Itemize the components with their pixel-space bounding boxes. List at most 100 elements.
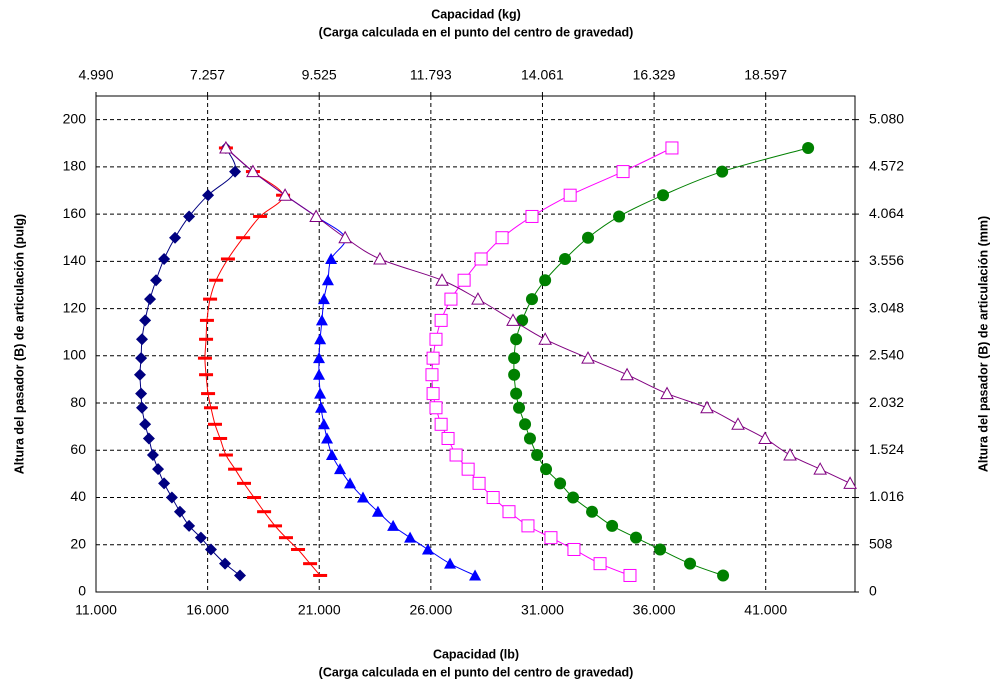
x-tick-label: 36.000: [633, 602, 676, 618]
point: [139, 314, 152, 327]
point: [531, 449, 544, 462]
point: [325, 252, 338, 264]
point: [229, 165, 242, 178]
point: [371, 505, 384, 517]
point: [317, 293, 330, 305]
point: [315, 314, 328, 326]
point: [219, 140, 233, 154]
y2-axis-title: Altura del pasador (B) de articulación (…: [976, 216, 990, 472]
point: [246, 164, 260, 178]
point: [314, 387, 327, 399]
point: [429, 332, 443, 346]
point: [253, 214, 268, 218]
point: [139, 418, 152, 431]
point: [199, 318, 214, 322]
y-tick-label: 80: [70, 394, 86, 410]
point: [303, 562, 318, 566]
point: [150, 274, 163, 287]
point: [220, 257, 235, 261]
point: [813, 462, 828, 475]
point: [315, 401, 328, 413]
point: [519, 418, 532, 431]
point: [218, 453, 233, 457]
point: [425, 368, 439, 382]
point: [582, 231, 595, 244]
point: [219, 557, 232, 570]
point: [758, 431, 772, 444]
point: [426, 351, 440, 365]
point: [660, 386, 674, 400]
y-tick-label: 140: [63, 252, 87, 268]
x2-axis-subtitle: (Carga calculada en el punto del centro …: [319, 25, 634, 39]
point: [183, 519, 196, 532]
point: [684, 557, 697, 570]
point: [444, 557, 457, 569]
point: [309, 209, 323, 222]
point: [586, 505, 599, 518]
point: [457, 273, 471, 287]
point: [486, 491, 500, 505]
point: [321, 274, 334, 286]
point: [434, 417, 448, 431]
point: [236, 236, 251, 240]
point: [567, 491, 580, 504]
point: [540, 463, 553, 476]
x2-tick-label: 9.525: [302, 67, 337, 83]
x-tick-label: 26.000: [409, 602, 452, 618]
point: [199, 373, 214, 377]
x2-tick-label: 11.793: [410, 67, 452, 83]
point: [716, 165, 729, 178]
point: [449, 448, 463, 462]
point: [314, 333, 327, 345]
point: [581, 351, 595, 364]
point: [165, 491, 178, 504]
point: [278, 536, 293, 540]
point: [472, 476, 486, 490]
point: [731, 417, 745, 430]
point: [203, 406, 218, 410]
point: [204, 543, 217, 556]
point: [321, 432, 334, 444]
point: [203, 297, 218, 301]
point: [717, 569, 730, 582]
y-axis-title: Altura del pasador (B) de articulación (…: [12, 214, 26, 474]
x-axis-title: Capacidad (lb): [433, 647, 519, 661]
point: [313, 573, 328, 577]
point: [510, 333, 523, 346]
point: [135, 387, 148, 400]
point: [521, 519, 535, 533]
y2-tick-label: 2.032: [869, 394, 904, 410]
plot-border: [95, 95, 856, 593]
point: [471, 292, 485, 305]
point: [135, 401, 148, 414]
y-tick-label: 20: [70, 535, 86, 551]
point: [426, 387, 440, 401]
point: [387, 519, 400, 531]
y2-tick-label: 1.524: [869, 441, 904, 457]
point: [146, 449, 159, 462]
point: [317, 418, 330, 430]
point: [495, 231, 509, 245]
point: [513, 401, 526, 414]
point: [508, 368, 521, 381]
x-tick-label: 11.000: [75, 602, 117, 618]
x2-axis-title: Capacidad (kg): [431, 7, 521, 21]
point: [404, 531, 417, 543]
point: [373, 251, 387, 265]
point: [194, 531, 207, 544]
point: [133, 368, 146, 381]
y2-tick-label: 1.016: [869, 488, 904, 504]
y-tick-label: 100: [63, 347, 87, 363]
point: [135, 352, 148, 365]
y2-tick-label: 0: [869, 583, 877, 599]
point: [278, 188, 292, 201]
point: [783, 447, 797, 461]
plot-area: [96, 96, 855, 592]
y2-tick-label: 2.540: [869, 347, 904, 363]
point: [506, 313, 520, 326]
point: [567, 542, 581, 556]
point: [441, 431, 455, 445]
point: [201, 392, 216, 396]
point: [606, 519, 619, 532]
